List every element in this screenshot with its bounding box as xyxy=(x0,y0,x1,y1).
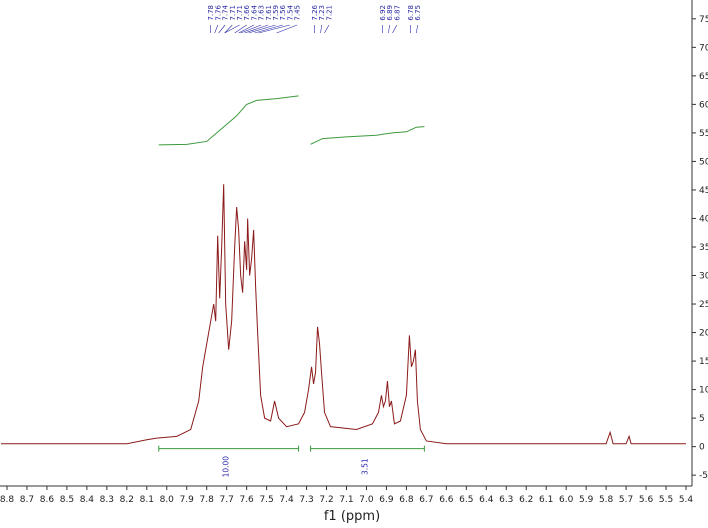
peak-label: 7.26 xyxy=(311,4,319,20)
peak-connector xyxy=(224,24,240,34)
peak-label: 6.78 xyxy=(407,5,415,21)
peak-label: 7.45 xyxy=(294,5,302,21)
peak-label: 7.56 xyxy=(279,4,287,20)
x-tick-label: 5.6 xyxy=(639,495,654,505)
x-tick-label: 6.1 xyxy=(539,495,553,505)
x-tick-label: 5.4 xyxy=(679,495,694,505)
x-tick-label: 7.7 xyxy=(220,495,234,505)
peak-connector xyxy=(276,24,298,34)
integral-curve xyxy=(158,95,299,146)
y-tick-label: 75 xyxy=(699,15,708,25)
x-tick-label: 6.2 xyxy=(519,495,533,505)
y-tick-label: 70 xyxy=(699,43,708,53)
peak-label: 7.59 xyxy=(272,5,280,21)
peak-label: 7.21 xyxy=(325,5,333,21)
y-tick-label: 65 xyxy=(699,72,708,82)
peak-label: 7.54 xyxy=(286,4,294,20)
y-tick-label: 10 xyxy=(699,386,708,396)
y-tick-label: 60 xyxy=(699,100,708,110)
x-tick-label: 6.5 xyxy=(459,495,473,505)
peak-label: 7.23 xyxy=(318,5,326,21)
y-tick-label: 35 xyxy=(699,243,708,253)
integral-label: 3.51 xyxy=(360,458,369,475)
peak-connector xyxy=(214,24,219,34)
y-tick-label: 30 xyxy=(699,272,708,282)
x-tick-label: 7.1 xyxy=(339,495,353,505)
integral-curve xyxy=(310,126,425,145)
y-tick-label: 50 xyxy=(699,157,708,167)
y-tick-label: 20 xyxy=(699,329,708,339)
y-tick-label: 0 xyxy=(699,443,705,453)
y-tick-label: 5 xyxy=(699,414,705,424)
x-tick-label: 8.1 xyxy=(140,495,154,505)
peak-connector xyxy=(218,24,226,34)
x-tick-label: 6.0 xyxy=(559,495,574,505)
peak-label: 7.61 xyxy=(265,5,273,21)
y-tick-label: 25 xyxy=(699,300,708,310)
peak-connector xyxy=(248,24,276,34)
x-tick-label: 7.9 xyxy=(180,495,195,505)
y-tick-label: 40 xyxy=(699,214,708,224)
peak-connector xyxy=(238,24,255,34)
peak-connector xyxy=(254,24,283,34)
peak-connector xyxy=(416,24,418,34)
y-tick-label: 45 xyxy=(699,186,708,196)
peak-label: 7.64 xyxy=(250,4,258,20)
x-tick-label: 6.7 xyxy=(419,495,433,505)
spectrum-line xyxy=(1,184,687,445)
x-tick-label: 8.7 xyxy=(20,495,34,505)
y-tick-label: 55 xyxy=(699,129,708,139)
x-tick-label: 8.6 xyxy=(40,495,55,505)
peak-label: 6.89 xyxy=(386,5,394,21)
x-tick-label: 6.8 xyxy=(399,495,414,505)
y-tick-label: -5 xyxy=(699,471,708,481)
peak-label: 6.87 xyxy=(393,5,401,21)
peak-label: 7.63 xyxy=(258,5,266,21)
x-tick-label: 8.0 xyxy=(160,495,175,505)
peak-connector xyxy=(244,24,269,34)
x-tick-label: 5.7 xyxy=(619,495,633,505)
peak-label: 7.71 xyxy=(236,5,244,21)
x-tick-label: 7.3 xyxy=(299,495,313,505)
peak-connector xyxy=(324,24,330,34)
x-tick-label: 8.4 xyxy=(80,495,95,505)
peak-connector xyxy=(320,24,323,34)
peak-label: 7.78 xyxy=(207,5,215,21)
x-tick-label: 7.8 xyxy=(200,495,215,505)
x-tick-label: 7.6 xyxy=(239,495,254,505)
x-tick-label: 8.2 xyxy=(120,495,134,505)
peak-label: 6.75 xyxy=(414,5,422,21)
x-tick-label: 5.5 xyxy=(659,495,673,505)
x-tick-label: 7.5 xyxy=(259,495,273,505)
peak-connector xyxy=(234,24,247,34)
peak-connector xyxy=(240,24,262,34)
x-tick-label: 7.4 xyxy=(279,495,294,505)
x-tick-label: 5.9 xyxy=(579,495,594,505)
x-tick-label: 7.2 xyxy=(319,495,333,505)
x-tick-label: 6.9 xyxy=(379,495,394,505)
peak-connector xyxy=(258,24,290,34)
peak-label: 7.74 xyxy=(222,4,230,20)
x-tick-label: 7.0 xyxy=(359,495,374,505)
x-axis-label: f1 (ppm) xyxy=(324,509,380,524)
x-tick-label: 8.8 xyxy=(0,495,14,505)
x-tick-label: 6.4 xyxy=(479,495,494,505)
peak-label: 6.92 xyxy=(379,5,387,21)
integral-label: 10.00 xyxy=(222,456,231,478)
x-tick-label: 8.3 xyxy=(100,495,114,505)
x-tick-label: 8.5 xyxy=(60,495,74,505)
peak-connector xyxy=(388,24,390,34)
peak-connector xyxy=(392,24,398,34)
x-tick-label: 5.8 xyxy=(599,495,614,505)
peak-label: 7.76 xyxy=(214,4,222,20)
x-tick-label: 6.6 xyxy=(439,495,454,505)
x-tick-label: 6.3 xyxy=(499,495,513,505)
y-tick-label: 15 xyxy=(699,357,708,367)
peak-connector xyxy=(224,24,233,34)
peak-label: 7.71 xyxy=(229,5,237,21)
peak-label: 7.66 xyxy=(243,4,251,20)
